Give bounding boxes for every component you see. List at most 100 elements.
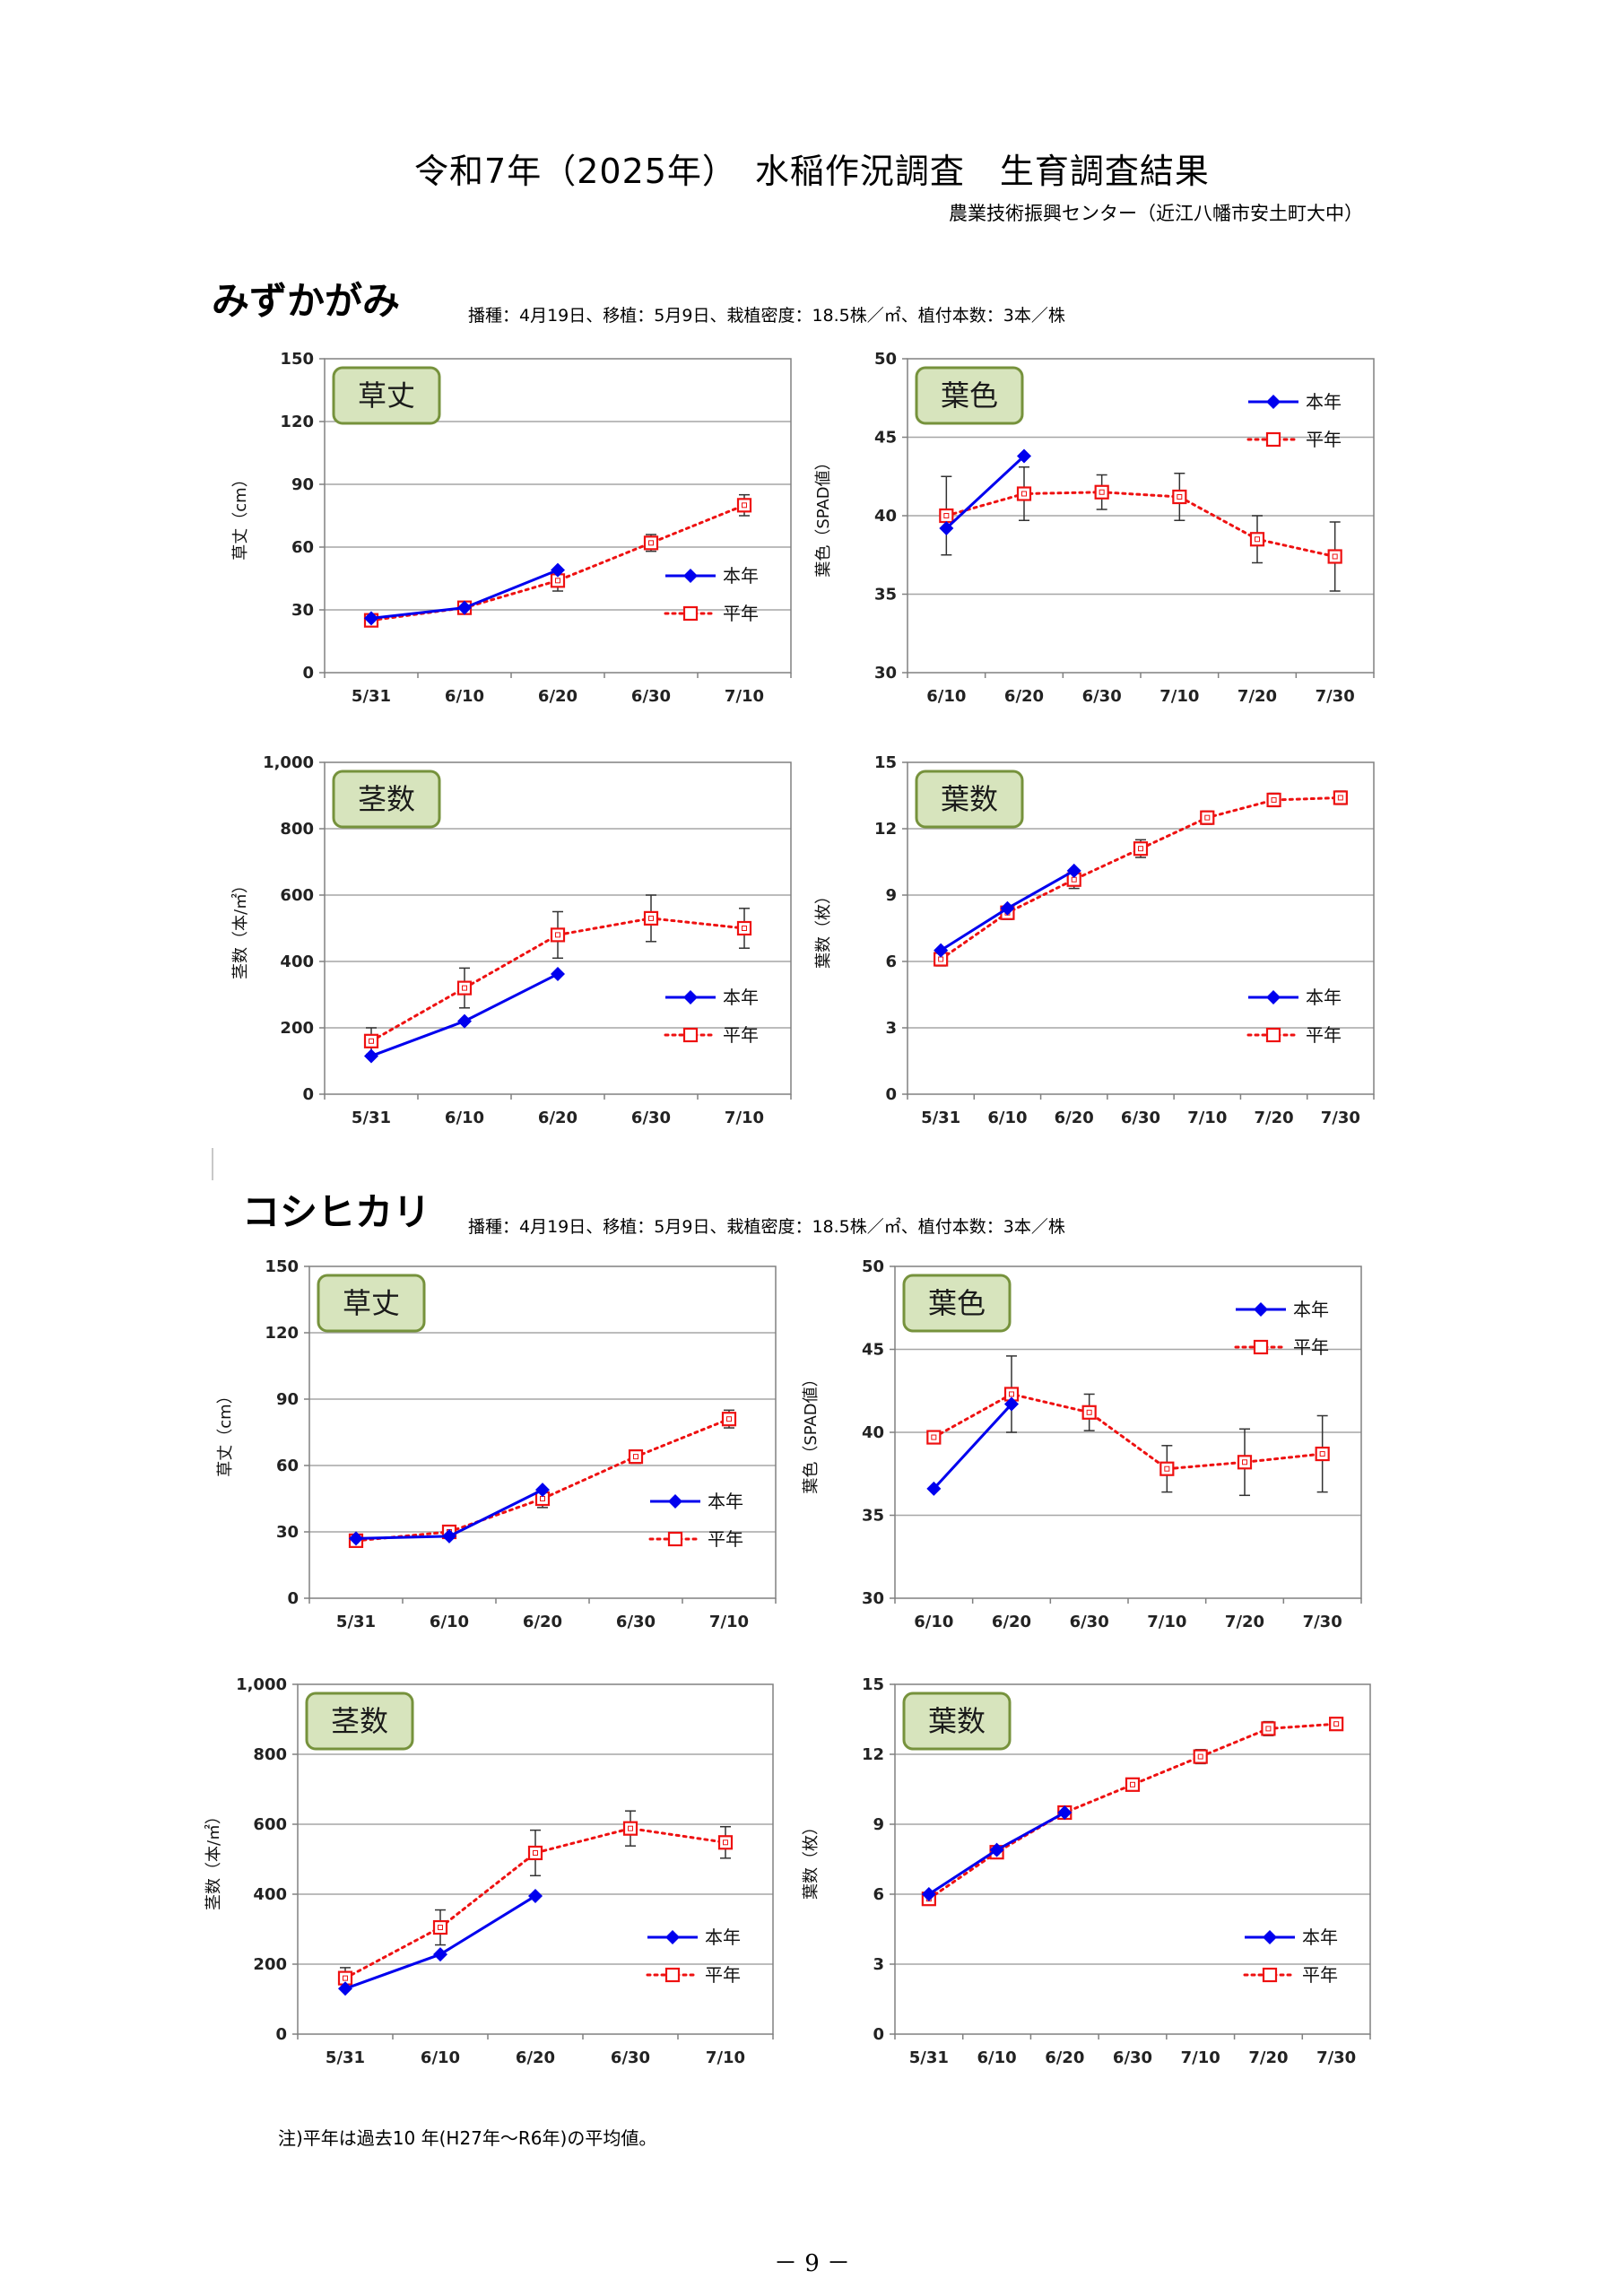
x-tick-label: 7/20 xyxy=(1248,2048,1288,2067)
data-point-normal xyxy=(1333,790,1348,805)
data-point-normal-inner xyxy=(1099,489,1105,495)
data-point-normal xyxy=(363,1033,379,1048)
chart-title-badge xyxy=(305,1692,414,1751)
data-point-current xyxy=(1000,900,1015,916)
data-point-normal-inner xyxy=(555,932,560,938)
data-point-normal-inner xyxy=(1164,1465,1170,1472)
data-point-normal-inner xyxy=(1138,846,1143,852)
data-point-normal xyxy=(432,1919,448,1935)
data-point-current xyxy=(442,1528,456,1544)
x-tick-label: 5/31 xyxy=(352,687,391,706)
data-point-normal-inner xyxy=(555,578,560,584)
data-point-current xyxy=(457,600,472,615)
legend-marker-current xyxy=(1263,1930,1277,1944)
x-tick-label: 6/10 xyxy=(445,1109,484,1127)
y-tick-label: 3 xyxy=(873,1955,884,1974)
plot-area xyxy=(324,761,792,1095)
chart-title: 茎数 xyxy=(331,1704,388,1738)
x-tick-label: 6/20 xyxy=(538,1109,578,1127)
data-point-normal xyxy=(939,508,954,524)
y-tick-label: 150 xyxy=(265,1257,299,1276)
legend-label-current: 本年 xyxy=(1302,1926,1338,1948)
cultivation-conditions-mizukagami: 播種：4月19日、移植：5月9日、栽植密度：18.5株／㎡、植付本数：3本／株 xyxy=(468,306,1065,326)
data-point-current xyxy=(926,1481,942,1496)
x-tick-label: 7/10 xyxy=(709,1613,749,1631)
plot-area xyxy=(324,358,792,674)
x-tick-label: 7/30 xyxy=(1303,1613,1342,1631)
data-point-normal xyxy=(1193,1749,1208,1764)
legend-label-normal: 平年 xyxy=(1306,1024,1342,1046)
plot-area xyxy=(907,761,1375,1095)
x-tick-label: 6/30 xyxy=(631,687,671,706)
y-tick-label: 40 xyxy=(862,1423,884,1442)
data-point-normal xyxy=(643,535,659,551)
y-tick-label: 12 xyxy=(874,820,897,839)
legend-marker-current xyxy=(668,1494,682,1509)
chart-title-badge xyxy=(915,366,1024,425)
data-point-current xyxy=(551,967,565,982)
y-axis-label: 葉色（SPAD値） xyxy=(814,454,833,577)
data-point-normal xyxy=(643,910,659,926)
y-tick-label: 1,000 xyxy=(263,753,314,772)
x-tick-label: 6/20 xyxy=(538,687,578,706)
data-point-current xyxy=(433,1947,447,1962)
chart-koshihikari-leaf-number: 0 3 6 9 12 15 5/31 6/10 6/20 6/30 7/10 7/20 7/30 葉数（枚… xyxy=(802,1675,1371,2067)
legend-label-normal: 平年 xyxy=(1293,1336,1329,1358)
data-point-normal xyxy=(1266,792,1281,808)
legend-label-current: 本年 xyxy=(1306,391,1342,413)
y-axis-label: 葉色（SPAD値） xyxy=(802,1370,821,1493)
x-tick-label: 6/10 xyxy=(987,1109,1027,1127)
y-tick-label: 3 xyxy=(885,1019,897,1038)
y-tick-label: 60 xyxy=(276,1457,299,1475)
x-tick-label: 7/30 xyxy=(1316,687,1355,706)
legend-label-normal: 平年 xyxy=(723,1024,759,1046)
legend-label-current: 本年 xyxy=(705,1926,741,1948)
legend-label-current: 本年 xyxy=(1306,987,1342,1008)
series-line-normal xyxy=(354,1417,731,1543)
legend-marker-current xyxy=(665,1930,680,1944)
chart-title-badge xyxy=(902,1692,1012,1751)
x-tick-label: 7/10 xyxy=(725,1109,764,1127)
data-point-normal xyxy=(550,927,566,943)
x-tick-label: 6/30 xyxy=(631,1109,671,1127)
data-point-normal xyxy=(1329,1717,1344,1732)
data-point-current xyxy=(934,943,949,958)
data-point-current xyxy=(551,562,565,578)
y-tick-label: 1,000 xyxy=(236,1675,287,1694)
y-tick-label: 150 xyxy=(280,350,314,369)
y-tick-label: 400 xyxy=(280,952,314,971)
x-tick-label: 6/10 xyxy=(421,2048,460,2067)
data-point-normal-inner xyxy=(1204,814,1211,821)
y-tick-label: 600 xyxy=(253,1815,287,1834)
y-tick-label: 0 xyxy=(275,2025,287,2044)
data-point-current xyxy=(349,1531,363,1546)
legend-marker-current xyxy=(1266,990,1281,1004)
y-tick-label: 0 xyxy=(873,2025,884,2044)
legend-marker-current xyxy=(683,569,698,583)
x-tick-label: 6/30 xyxy=(1121,1109,1160,1127)
legend-marker-current xyxy=(1254,1302,1268,1317)
data-point-current xyxy=(535,1483,550,1498)
legend-marker-normal xyxy=(1253,1339,1269,1355)
legend-marker-current xyxy=(683,990,698,1004)
x-tick-label: 7/10 xyxy=(1181,2048,1220,2067)
series-line-normal xyxy=(369,503,746,622)
y-tick-label: 6 xyxy=(873,1885,884,1904)
data-point-normal-inner xyxy=(742,926,747,931)
y-axis-label: 茎数（本/㎡） xyxy=(204,1808,223,1910)
organization-label: 農業技術振興センター（近江八幡市安土町大中） xyxy=(949,203,1363,224)
x-tick-label: 6/10 xyxy=(977,2048,1016,2067)
x-tick-label: 5/31 xyxy=(909,2048,949,2067)
page-title: 令和7年（2025年） 水稲作況調査 生育調査結果 xyxy=(414,152,1210,191)
legend-label-normal: 平年 xyxy=(1306,429,1342,450)
y-tick-label: 9 xyxy=(885,886,897,905)
data-point-normal xyxy=(736,498,752,513)
data-point-normal-inner xyxy=(1130,1781,1135,1787)
y-axis-label: 草丈（cm） xyxy=(231,471,250,560)
y-tick-label: 35 xyxy=(862,1507,884,1526)
page-number: － 9 － xyxy=(773,2250,851,2277)
x-tick-label: 6/30 xyxy=(1070,1613,1109,1631)
data-point-normal-inner xyxy=(1177,494,1183,500)
y-tick-label: 120 xyxy=(265,1324,299,1343)
x-tick-label: 7/10 xyxy=(1147,1613,1186,1631)
